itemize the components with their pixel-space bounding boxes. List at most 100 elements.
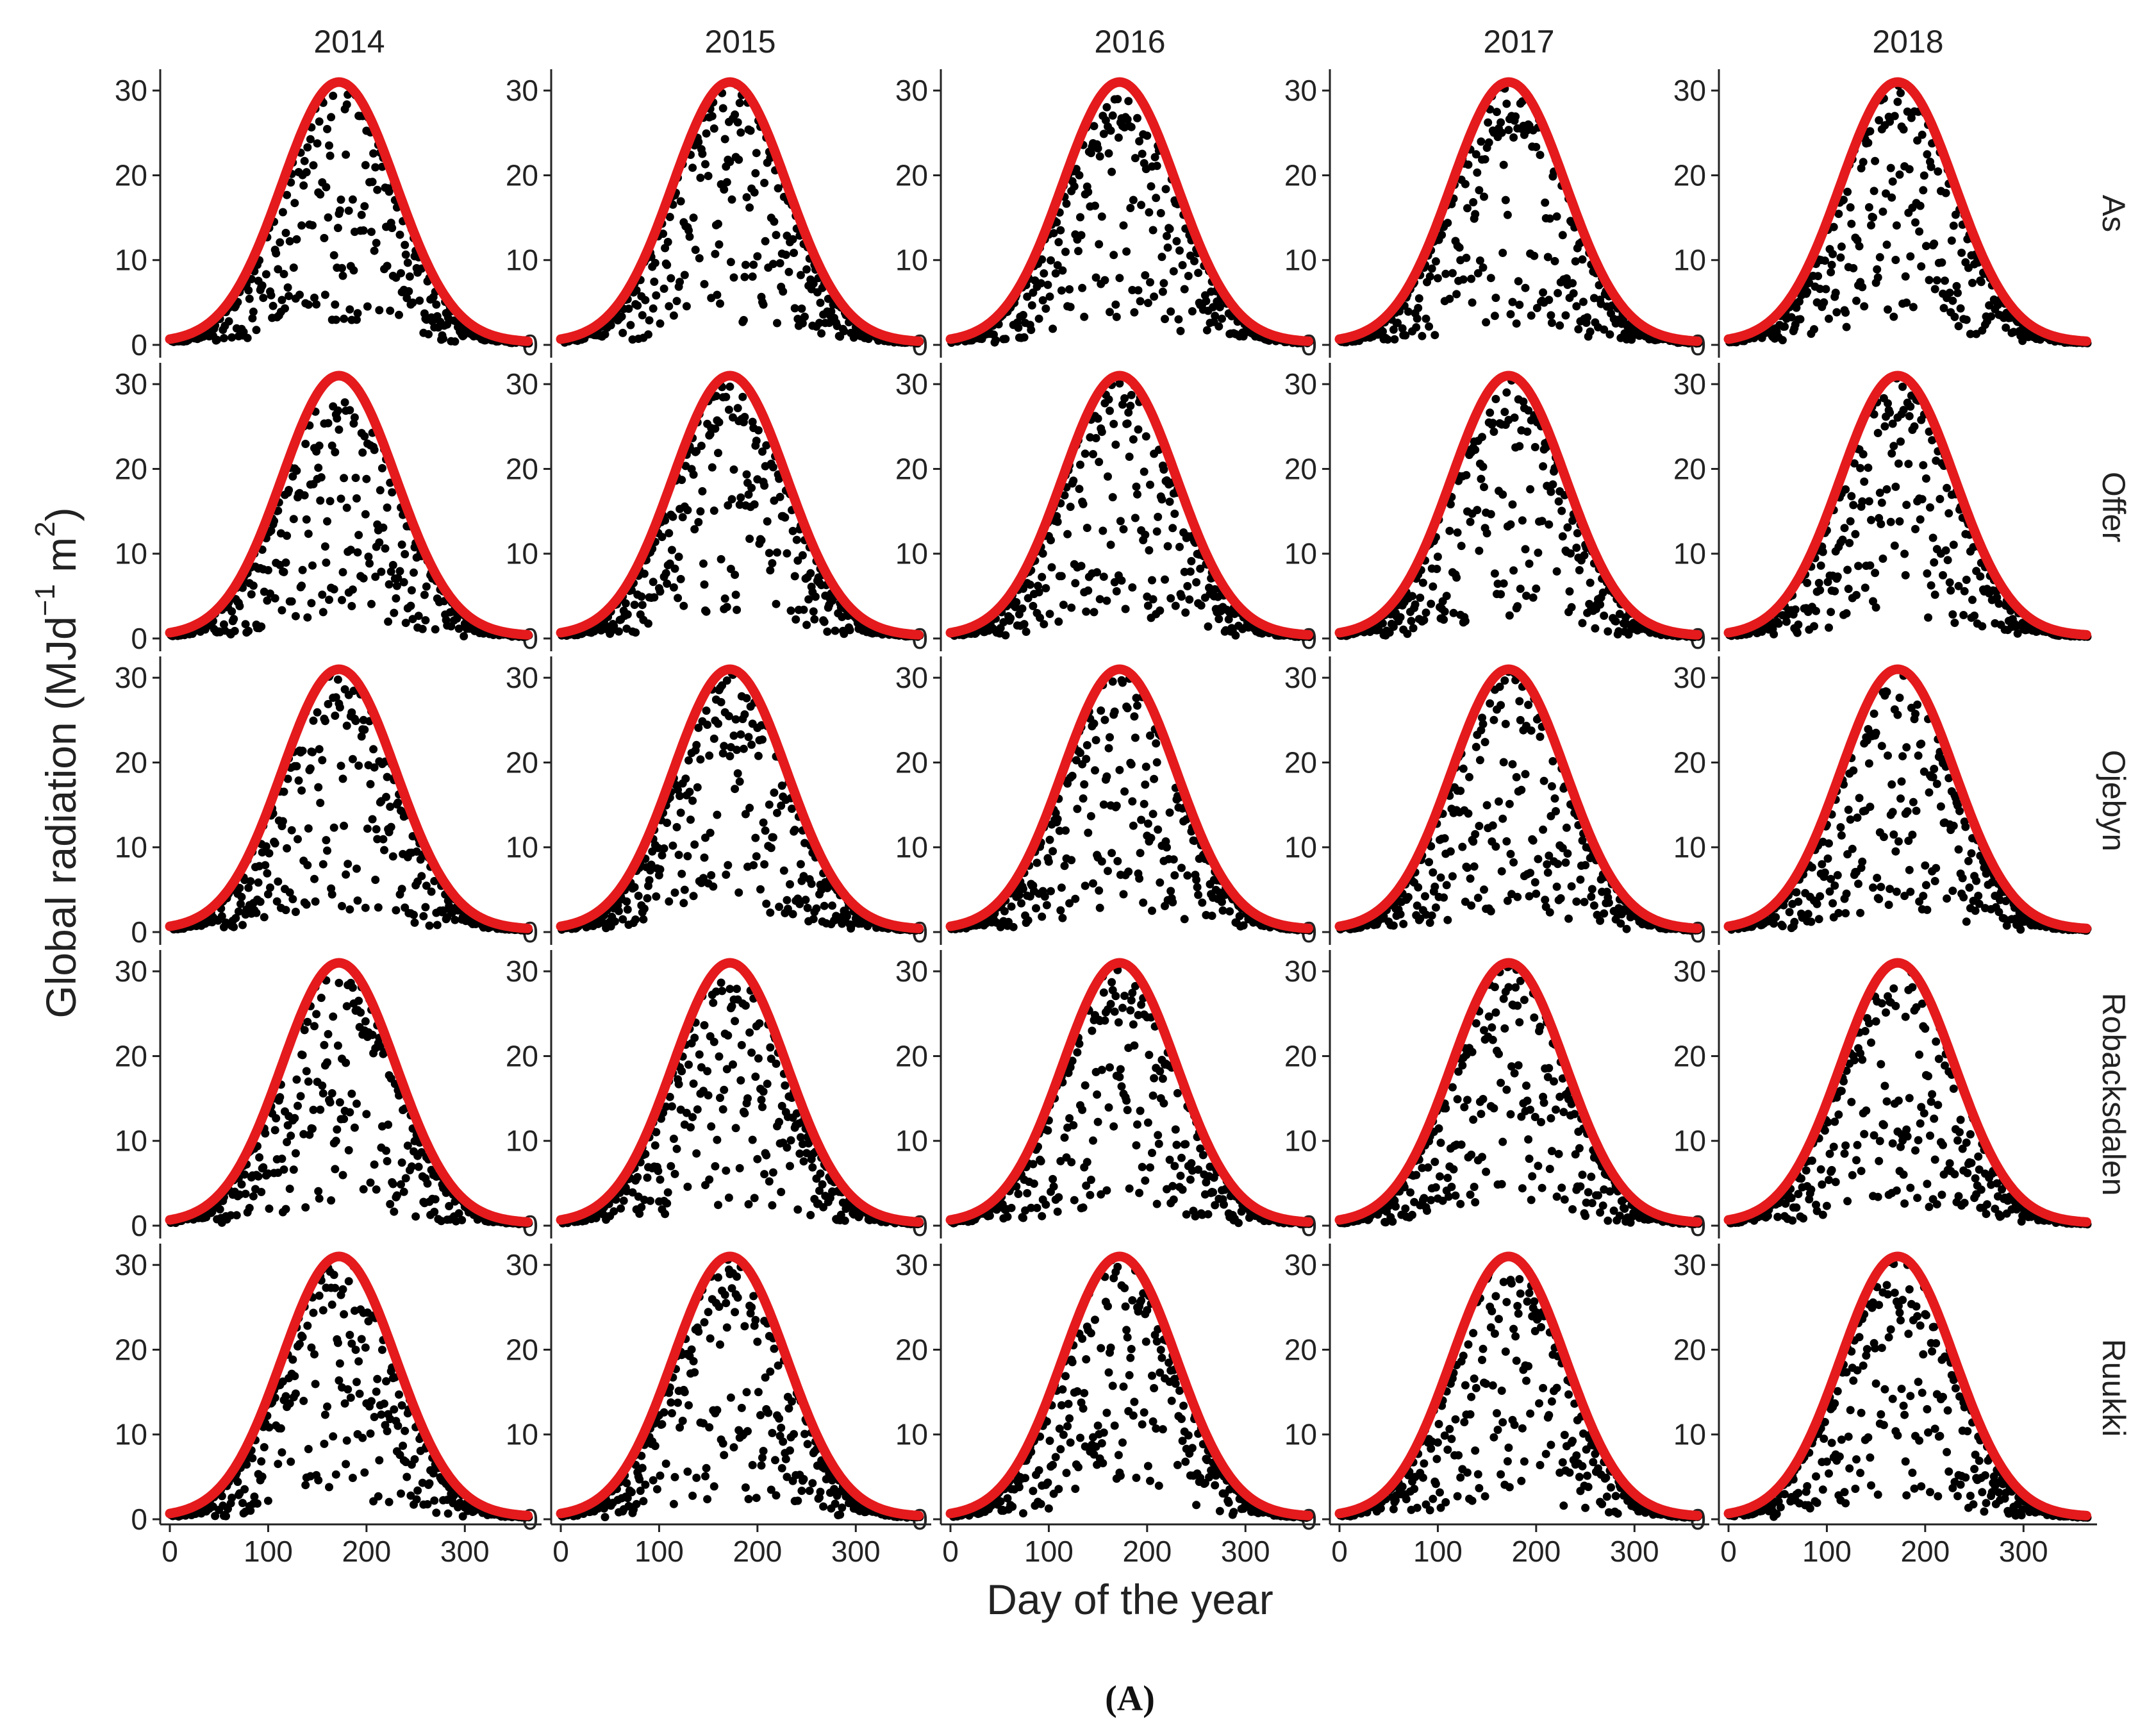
data-point: [683, 506, 692, 514]
data-point: [1491, 312, 1499, 320]
data-point: [1946, 288, 1954, 297]
data-point: [1936, 495, 1944, 503]
data-point: [624, 610, 632, 619]
data-point: [392, 906, 400, 915]
data-point: [709, 883, 717, 891]
data-point: [1131, 154, 1140, 162]
data-point: [386, 306, 394, 315]
y-tick-label: 10: [506, 831, 538, 864]
data-point: [1962, 576, 1971, 584]
data-point: [1522, 284, 1530, 292]
data-point: [1515, 301, 1523, 309]
data-point: [1118, 576, 1126, 585]
data-point: [401, 241, 409, 249]
x-tick-label: 0: [1720, 1535, 1737, 1568]
data-point: [1948, 610, 1957, 619]
data-point: [269, 302, 278, 310]
data-point: [342, 871, 350, 879]
data-point: [1486, 408, 1494, 417]
data-point: [1059, 601, 1068, 609]
y-tick-label: 30: [1284, 367, 1317, 401]
data-point: [1080, 780, 1088, 788]
data-point: [820, 902, 829, 910]
data-point: [1497, 590, 1505, 599]
data-point: [1955, 322, 1963, 330]
data-point: [1821, 256, 1829, 265]
data-point: [341, 398, 349, 406]
data-point: [1098, 857, 1106, 865]
data-point: [1175, 246, 1184, 254]
data-point: [745, 535, 754, 543]
column-strip-label-2014: 2014: [313, 24, 385, 60]
data-point: [1033, 859, 1041, 867]
data-point: [1874, 273, 1882, 281]
y-tick-label: 10: [895, 831, 928, 864]
data-point: [705, 751, 713, 760]
data-point: [1937, 258, 1946, 267]
y-tick-label: 10: [1284, 537, 1317, 571]
data-point: [1046, 836, 1054, 844]
data-point: [670, 583, 678, 592]
data-point: [367, 780, 375, 788]
data-point: [1093, 568, 1101, 576]
data-point: [681, 774, 690, 783]
data-point: [1078, 284, 1086, 292]
y-tick-label: 10: [895, 1418, 928, 1451]
data-point: [1500, 161, 1508, 169]
data-point: [677, 476, 686, 484]
data-point: [338, 902, 346, 910]
data-point: [392, 594, 400, 603]
data-point: [1084, 587, 1092, 595]
data-point: [702, 129, 711, 138]
data-point: [761, 237, 770, 246]
data-point: [326, 152, 335, 160]
data-point: [1024, 916, 1032, 924]
data-point: [802, 265, 811, 274]
data-point: [266, 883, 274, 892]
data-point: [831, 627, 840, 635]
data-point: [334, 224, 342, 232]
data-point: [1575, 566, 1584, 574]
data-point: [1455, 244, 1464, 252]
data-point: [1828, 261, 1836, 269]
data-point: [1061, 862, 1069, 870]
data-point: [331, 712, 339, 720]
data-point: [1098, 428, 1106, 436]
data-point: [1858, 283, 1866, 291]
data-point: [1854, 562, 1862, 570]
data-point: [332, 315, 340, 324]
data-point: [303, 515, 311, 524]
data-point: [1153, 162, 1161, 170]
data-point: [220, 334, 228, 342]
data-point: [639, 915, 647, 924]
data-point: [1859, 158, 1868, 166]
data-point: [846, 626, 854, 634]
data-point: [318, 756, 326, 764]
data-point: [668, 513, 677, 521]
data-point: [317, 473, 326, 481]
data-point: [1554, 289, 1562, 297]
y-tick-label: 20: [506, 158, 538, 192]
data-point: [1775, 619, 1783, 628]
data-point: [1557, 507, 1566, 515]
data-point: [410, 569, 418, 577]
data-point: [1547, 311, 1555, 319]
data-point: [400, 578, 408, 587]
facet-panel-ojebyn-2014: [167, 666, 533, 935]
data-point: [382, 793, 390, 801]
data-point: [720, 185, 728, 194]
data-point: [301, 157, 309, 165]
data-point: [308, 221, 317, 229]
data-point: [731, 571, 739, 579]
data-point: [1480, 192, 1488, 201]
data-point: [656, 865, 665, 874]
data-point: [1900, 125, 1908, 133]
data-point: [342, 151, 350, 159]
data-point: [1902, 571, 1910, 579]
data-point: [1532, 143, 1540, 151]
data-point: [1115, 133, 1123, 142]
data-point: [1612, 617, 1620, 626]
data-point: [1934, 167, 1942, 176]
data-point: [1080, 313, 1088, 321]
envelope-curve: [170, 669, 528, 928]
